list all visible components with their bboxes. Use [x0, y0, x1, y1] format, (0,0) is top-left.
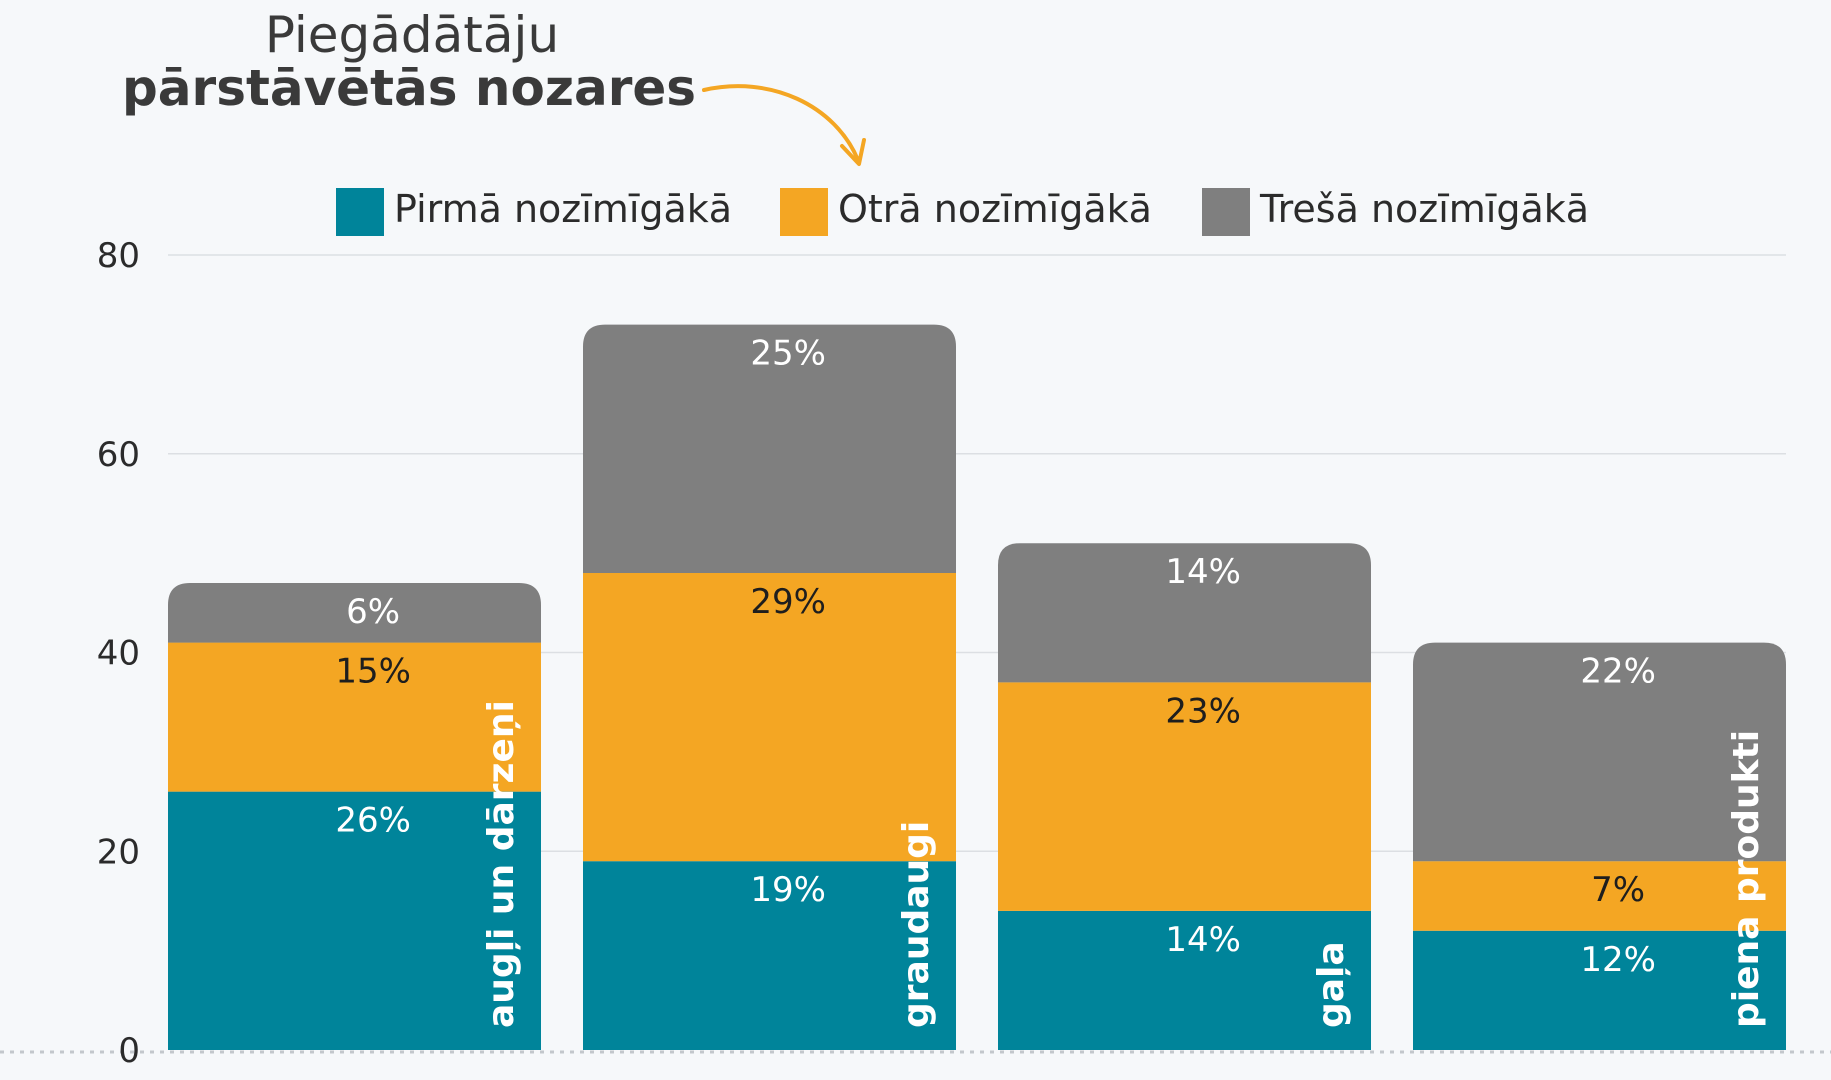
y-tick-label: 40	[97, 634, 140, 674]
data-label: 25%	[750, 334, 826, 374]
bar-segment	[1413, 642, 1786, 862]
bar-segment	[168, 582, 541, 643]
data-label: 14%	[1165, 920, 1241, 960]
bar-segment	[998, 543, 1371, 683]
bar-segment	[998, 682, 1371, 911]
legend-label: Otrā nozīmīgākā	[838, 187, 1152, 231]
legend-swatch	[336, 188, 384, 236]
data-label: 7%	[1591, 870, 1645, 910]
arrowhead-icon	[840, 138, 866, 166]
category-label: augļi un dārzeņi	[481, 700, 522, 1028]
legend-swatch	[1202, 188, 1250, 236]
legend-swatch	[780, 188, 828, 236]
bar-segment	[1413, 930, 1786, 1050]
data-label: 26%	[335, 801, 411, 841]
category-label: graudaugi	[896, 821, 937, 1028]
category-label: piena produkti	[1726, 730, 1767, 1028]
bar-segment	[1413, 861, 1786, 931]
legend: Pirmā nozīmīgākā Otrā nozīmīgākā Trešā noz…	[336, 187, 1589, 236]
y-axis: 0 20 40 60 80	[97, 236, 140, 1071]
chart-title: Piegādātāju pārstāvētās nozares	[122, 6, 866, 166]
bar-segment	[583, 324, 956, 573]
category-label: gaļa	[1311, 941, 1352, 1028]
data-labels: 26% 15% 6% augļi un dārzeņi 19% 29% 25% graudau…	[335, 334, 1767, 1028]
bars	[168, 324, 1786, 1050]
data-label: 19%	[750, 870, 826, 910]
bar-segment	[168, 642, 541, 792]
title-line-1: Piegādātāju	[265, 6, 559, 64]
y-tick-label: 20	[97, 832, 140, 872]
legend-label: Trešā nozīmīgākā	[1259, 187, 1589, 231]
data-label: 14%	[1165, 552, 1241, 592]
arrow-icon	[702, 84, 860, 162]
data-label: 6%	[346, 592, 400, 632]
bar-segment	[583, 861, 956, 1050]
bar-segment	[583, 573, 956, 862]
y-tick-label: 60	[97, 435, 140, 475]
data-label: 23%	[1165, 691, 1241, 731]
data-label: 15%	[335, 652, 411, 692]
y-tick-label: 0	[118, 1031, 140, 1071]
data-label: 22%	[1580, 652, 1656, 692]
title-line-2: pārstāvētās nozares	[122, 59, 696, 117]
data-label: 12%	[1580, 940, 1656, 980]
legend-label: Pirmā nozīmīgākā	[394, 187, 732, 231]
data-label: 29%	[750, 582, 826, 622]
bar-segment	[168, 791, 541, 1050]
bar-segment	[998, 910, 1371, 1050]
y-tick-label: 80	[97, 236, 140, 276]
